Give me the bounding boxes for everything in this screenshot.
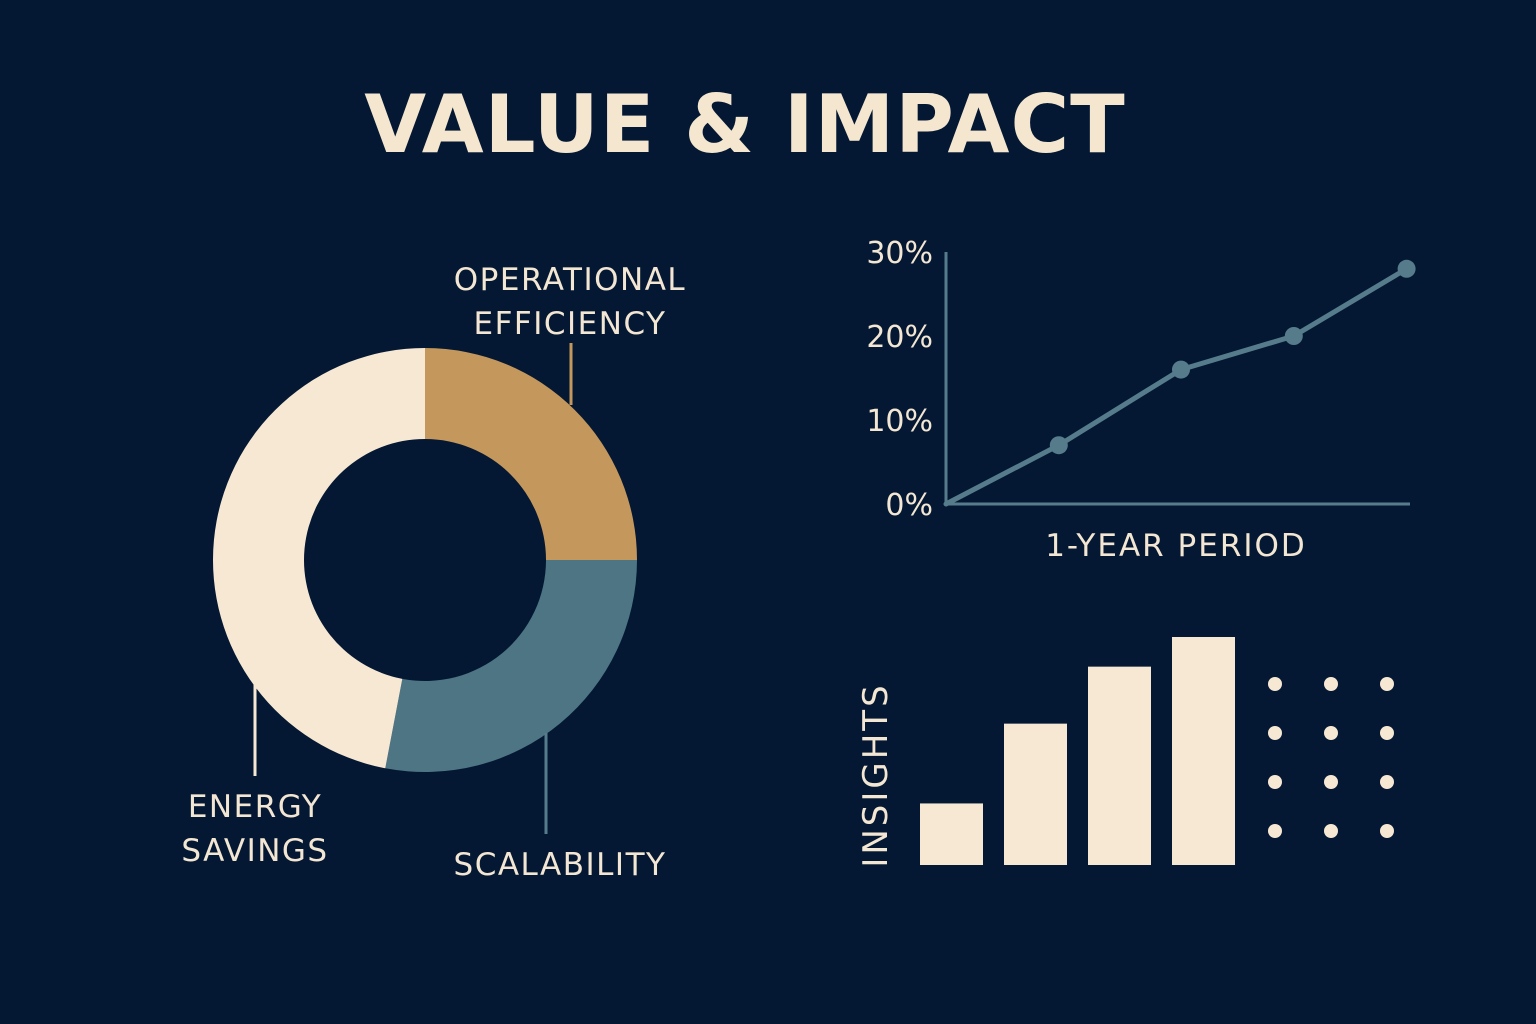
bar — [1172, 637, 1235, 865]
y-tick-label: 10% — [866, 404, 933, 439]
decorative-dot — [1380, 726, 1394, 740]
decorative-dot — [1324, 824, 1338, 838]
decorative-dot — [1268, 726, 1282, 740]
label-energy-line2: SAVINGS — [181, 833, 329, 869]
bar-chart-y-label: INSIGHTS — [856, 682, 896, 867]
decorative-dot — [1324, 677, 1338, 691]
label-operational-line2: EFFICIENCY — [473, 306, 667, 342]
y-tick-label: 20% — [866, 320, 933, 355]
decorative-dot — [1268, 824, 1282, 838]
y-tick-label: 0% — [885, 488, 933, 523]
x-axis-label: 1-YEAR PERIOD — [1045, 528, 1307, 564]
decorative-dot — [1380, 824, 1394, 838]
donut-slice-scalability — [385, 560, 637, 772]
bar — [920, 803, 983, 865]
decorative-dot — [1380, 677, 1394, 691]
decorative-dot — [1380, 775, 1394, 789]
bar — [1004, 723, 1067, 865]
label-energy-savings: ENERGY SAVINGS — [150, 785, 360, 873]
line-data-point — [1284, 327, 1303, 345]
label-operational-line1: OPERATIONAL — [453, 262, 687, 298]
decorative-dot — [1324, 775, 1338, 789]
line-series — [943, 266, 1410, 507]
label-operational-efficiency: OPERATIONAL EFFICIENCY — [420, 258, 720, 346]
line-data-point — [1049, 436, 1068, 455]
bar — [1088, 666, 1151, 865]
page-title: VALUE & IMPACT — [364, 78, 1126, 171]
donut-slice-energy-savings — [212, 348, 425, 769]
donut-slice-operational-efficiency — [425, 348, 637, 560]
label-scalability-line1: SCALABILITY — [453, 847, 667, 883]
line-data-point — [1397, 259, 1416, 278]
decorative-dot — [1324, 726, 1338, 740]
y-tick-label: 30% — [866, 236, 933, 271]
line-data-point — [1172, 360, 1190, 379]
decorative-dot — [1268, 775, 1282, 789]
label-energy-line1: ENERGY — [187, 789, 323, 825]
decorative-dot — [1268, 677, 1282, 691]
label-scalability: SCALABILITY — [420, 843, 700, 887]
